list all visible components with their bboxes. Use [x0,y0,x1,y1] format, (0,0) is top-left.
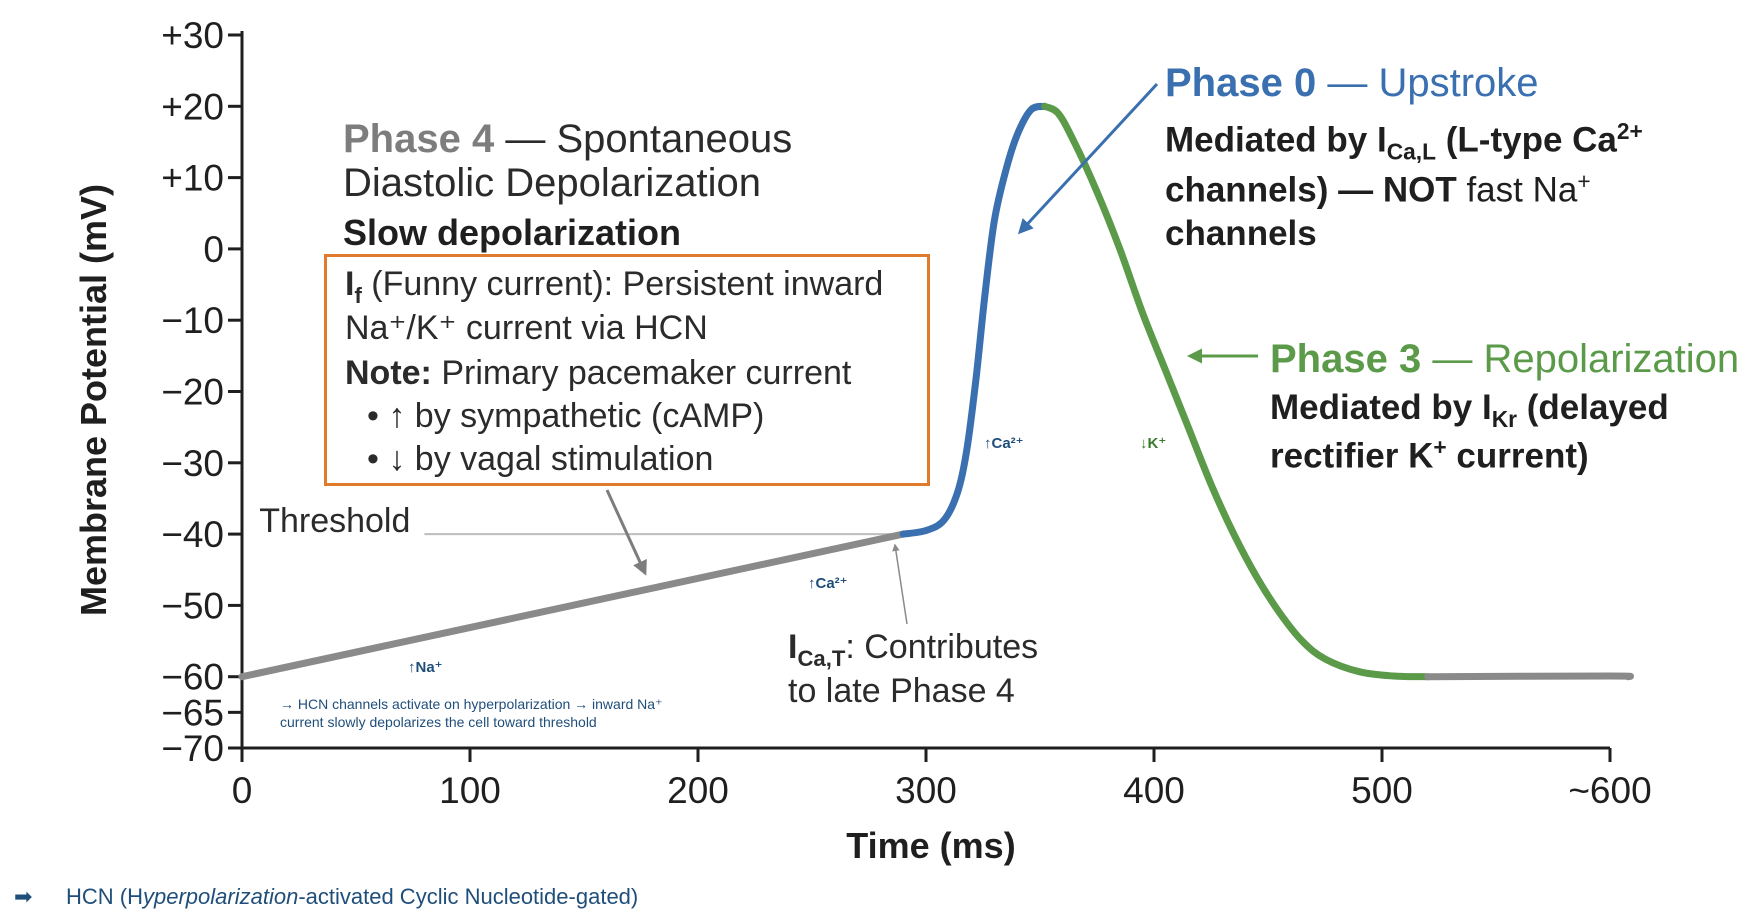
phase3-title-rest: — Repolarization [1421,337,1740,381]
funny-note-text: Primary pacemaker current [431,354,852,392]
y-tick-label: 0 [203,229,224,270]
phase0-title-rest: — Upstroke [1316,61,1539,105]
phase0-arrow [1017,82,1159,235]
phase0-title: Phase 0 — Upstroke [1165,60,1539,106]
funny-line-1-text: (Funny current): Persistent inward [361,265,884,303]
series-phase3-line [1041,102,1432,681]
y-tick-label: −30 [161,443,224,484]
x-tick-label: 300 [895,770,957,811]
phase0-line-2: channels) — NOT fast Na+ [1165,168,1591,211]
hcn-note: → HCN channels activate on hyperpolariza… [280,696,662,731]
y-tick-label: +30 [161,15,224,56]
phase4-title-line2: Diastolic Depolarization [343,161,761,205]
phase3-title-bold: Phase 3 [1270,337,1422,381]
y-tick-label: −60 [161,657,224,698]
funny-line-2: Na⁺/K⁺ current via HCN [345,309,708,347]
series-phase4-line [1424,672,1635,681]
series-phase4-line [238,530,907,681]
phase0-line-1-sup: 2+ [1616,118,1643,144]
phase3-line-2-sup: + [1433,434,1447,460]
icat-line-1-text: : Contributes [845,628,1039,666]
phase3-line-1b: (delayed [1517,388,1669,427]
funny-current-box: If (Funny current): Persistent inward Na… [324,254,930,486]
x-tick-label: 400 [1123,770,1185,811]
x-axis-title: Time (ms) [846,825,1015,866]
ion-label-k: ↓K⁺ [1140,435,1167,452]
phase4-title-bold: Phase 4 [343,117,495,161]
y-tick-label: −65 [161,692,224,733]
phase4-subtitle: Slow depolarization [343,212,682,253]
funny-symbol: I [345,265,355,303]
y-tick-label: −70 [161,728,224,769]
phase0-title-bold: Phase 0 [1165,61,1317,105]
phase4-title-rest: — Spontaneous [494,117,793,161]
x-tick-label: ~600 [1568,770,1651,811]
phase0-line-3: channels [1165,214,1317,253]
funny-note-label: Note: [345,354,432,392]
ion-label-ca-late: ↑Ca²⁺ [808,575,848,592]
phase3-title: Phase 3 — Repolarization [1270,336,1739,382]
y-axis-title: Membrane Potential (mV) [73,184,114,616]
phase3-line-2b: current) [1446,436,1589,476]
x-tick-label: 100 [439,770,501,811]
footer-text-b: -activated Cyclic Nucleotide-gated) [298,884,639,909]
phase0-line-1: Mediated by ICa,L (L-type Ca2+ [1165,118,1643,165]
y-tick-label: +10 [161,158,224,199]
footer-text-a: HCN (H [66,884,143,909]
phase0-line-2a: channels) — NOT [1165,170,1457,210]
series-group [238,102,1635,681]
phase3-line-2a: rectifier K [1270,436,1434,476]
x-tick-label: 200 [667,770,729,811]
hcn-note-line-1: → HCN channels activate on hyperpolariza… [280,696,663,712]
y-axis: +30 +20 +10 0 −10 −20 −30 −40 −50 −60−65−70 [161,15,244,769]
y-tick-label: +20 [161,86,224,127]
y-tick-label: −10 [161,300,224,341]
funny-bullet-2: • ↓ by vagal stimulation [367,440,714,478]
phase0-line-1b: (L-type Ca [1436,120,1617,160]
funny-bullet-1: • ↑ by sympathetic (cAMP) [367,397,765,435]
phase3-line-1a: Mediated by I [1270,388,1492,427]
series-phase0-line [899,102,1049,538]
phase0-line-1a: Mediated by I [1165,120,1387,160]
phase0-line-2b: fast Na [1456,170,1578,210]
funny-current-arrow [605,489,647,576]
icat-symbol-sub: Ca,T [797,645,846,671]
funny-line-1: If (Funny current): Persistent inward [345,265,883,309]
arrow-right-icon: ➡ [14,884,33,909]
phase3-line-1: Mediated by IKr (delayed [1270,388,1669,432]
ion-label-na: ↑Na⁺ [408,659,443,676]
icat-line-2: to late Phase 4 [788,672,1015,710]
icat-line-1: ICa,T: Contributes [788,628,1038,671]
footer-text-italic: yperpolarization [143,884,299,909]
footer-note: ➡ HCN (Hyperpolarization-activated Cyclic… [14,884,638,910]
phase3-line-1-sub: Kr [1491,406,1518,432]
phase0-line-2-sup: + [1577,168,1591,194]
threshold-marker: Threshold [259,502,904,540]
x-tick-label: 500 [1351,770,1413,811]
x-tick-label: 0 [232,770,253,811]
y-tick-label: −40 [161,514,224,555]
phase4-title: Phase 4 — Spontaneous [343,116,792,162]
annotation-arrows [605,82,1258,625]
y-tick-label: −50 [161,585,224,626]
phase0-line-1-sub: Ca,L [1386,138,1437,165]
icat-arrow [892,543,908,625]
phase3-line-2: rectifier K+ current) [1270,434,1589,477]
funny-line-3: Note: Primary pacemaker current [345,354,851,393]
icat-symbol: I [788,628,798,666]
threshold-label: Threshold [259,502,410,540]
ion-label-ca-upstroke: ↑Ca²⁺ [984,435,1024,452]
hcn-note-line-2: current slowly depolarizes the cell towa… [280,713,597,730]
x-axis: 0 100 200 300 400 500 ~600 [232,746,1652,811]
y-tick-label: −20 [161,372,224,413]
funny-symbol-sub: f [354,282,362,308]
